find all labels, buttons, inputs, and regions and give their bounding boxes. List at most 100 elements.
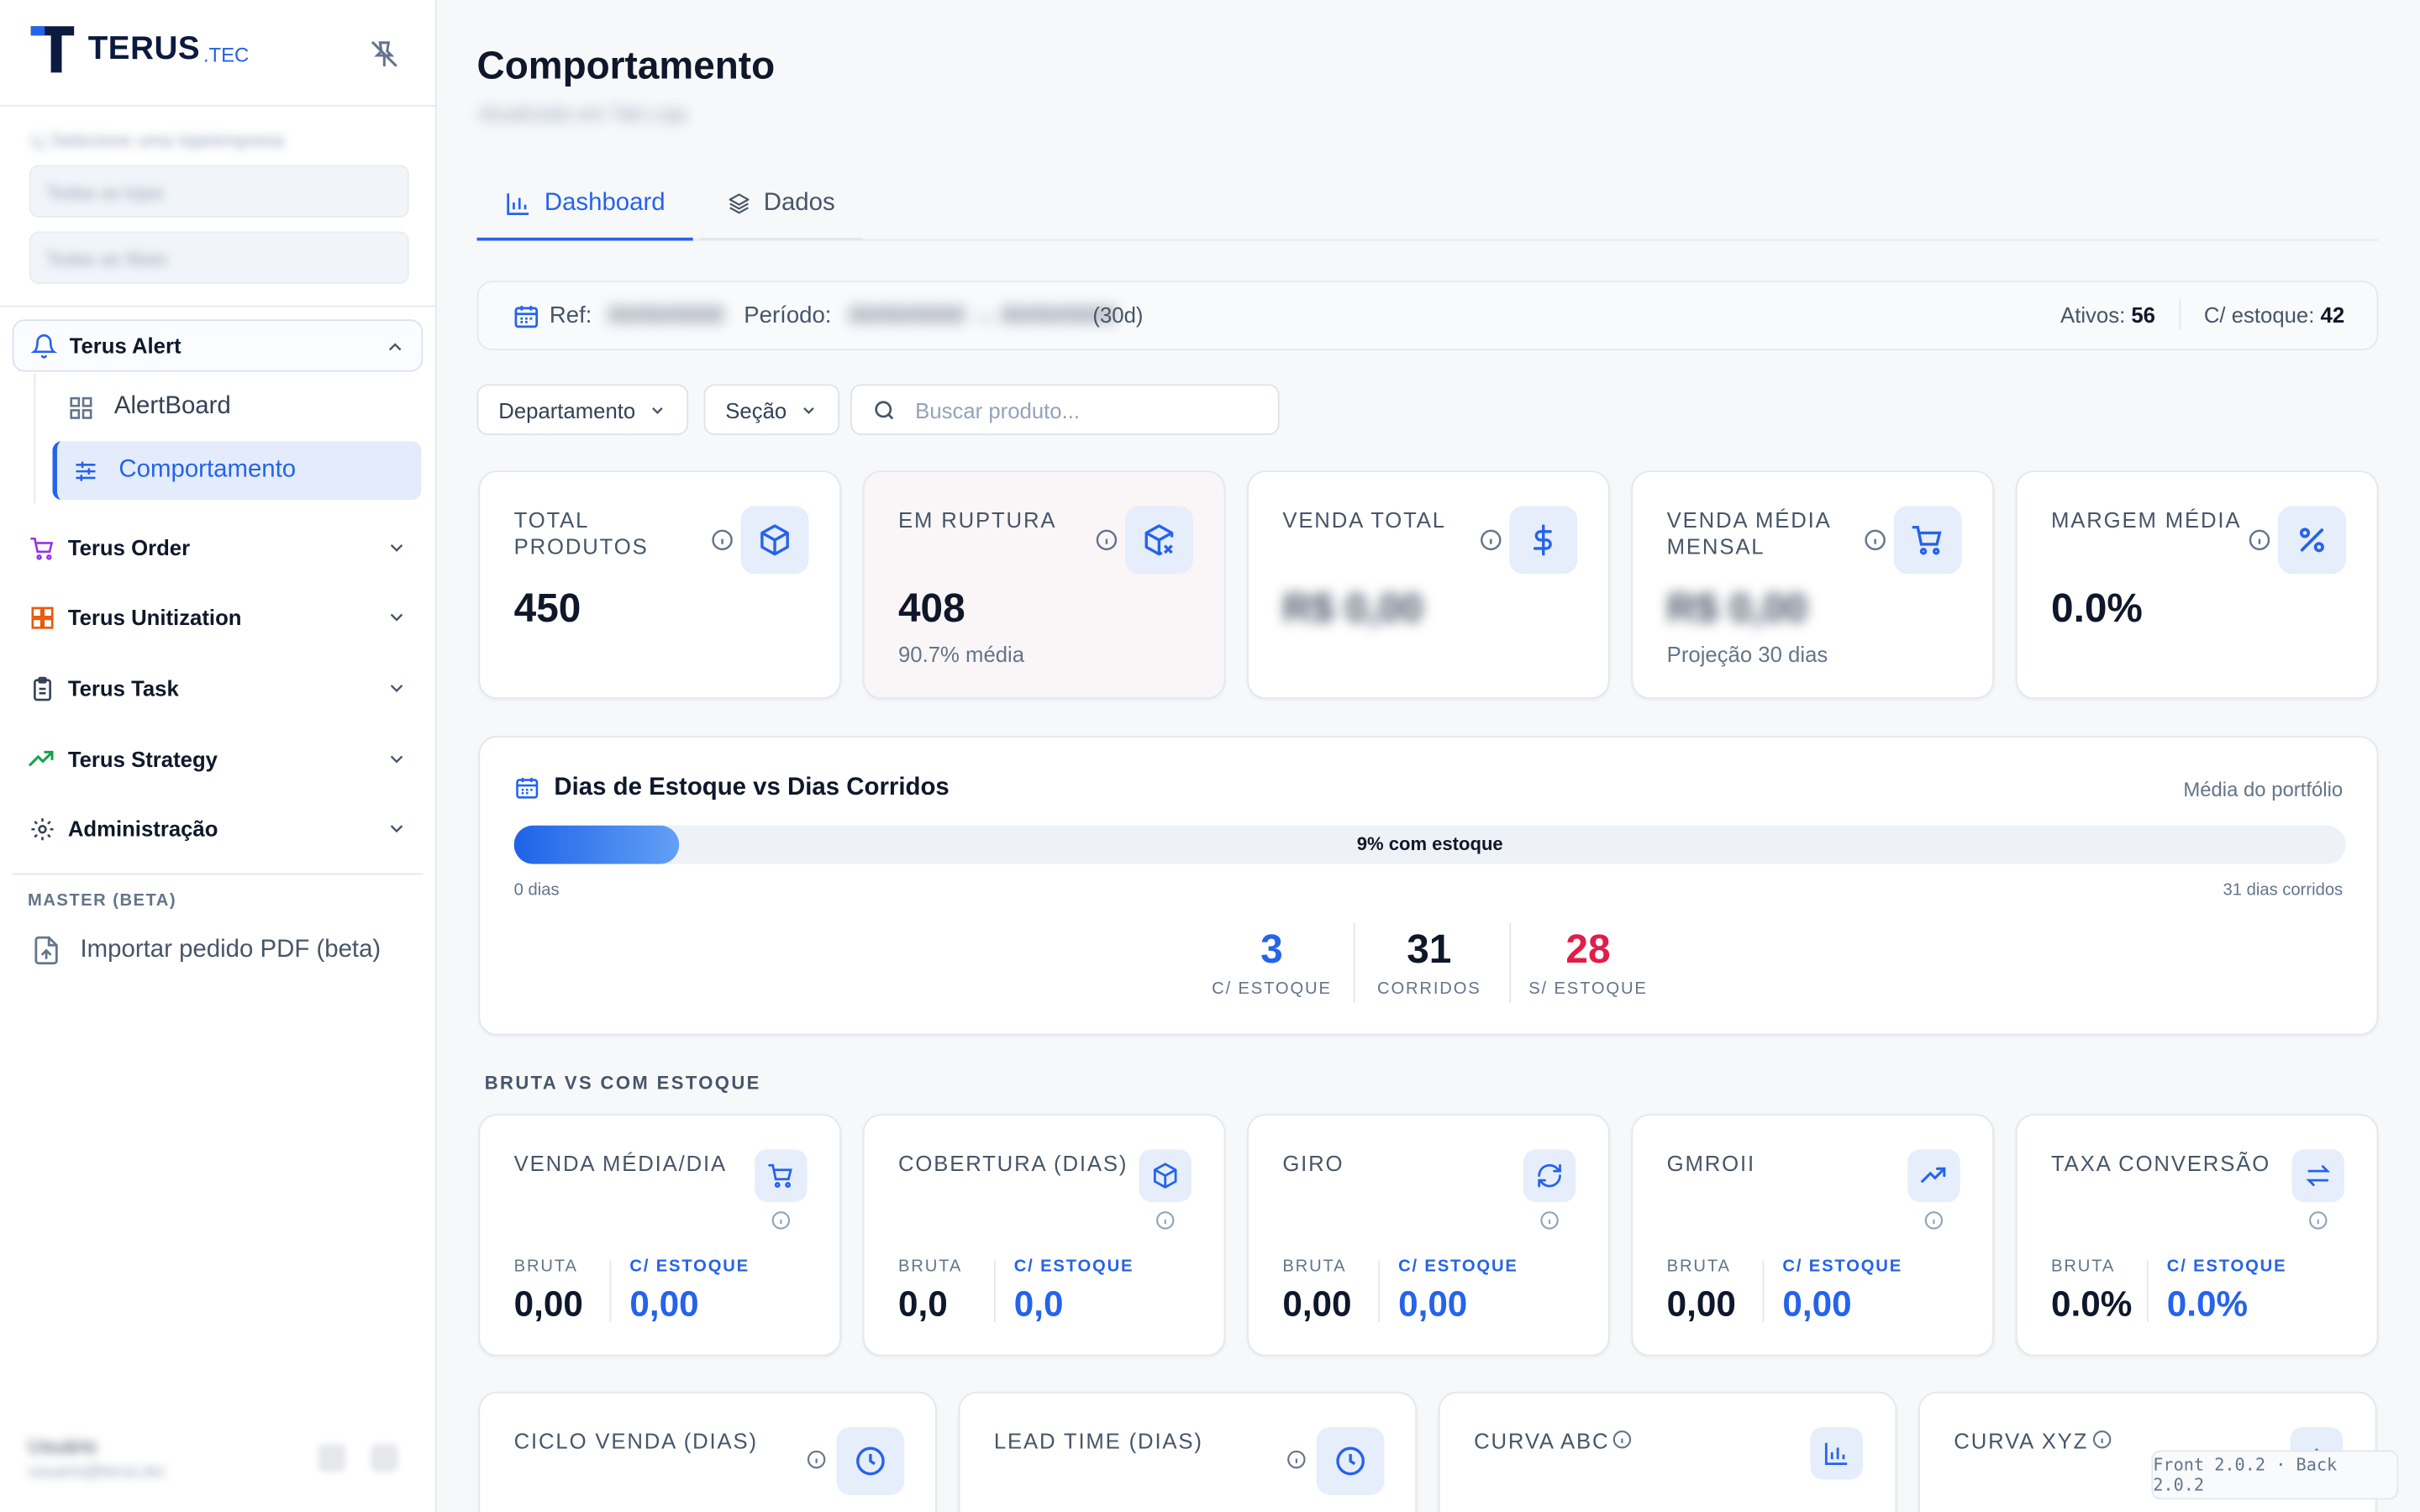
info-icon[interactable] bbox=[1094, 528, 1118, 552]
nav-group-terus-task[interactable]: Terus Task bbox=[13, 662, 424, 714]
section-filter[interactable]: Seção bbox=[703, 384, 839, 435]
metric-label: GIRO bbox=[1282, 1151, 1344, 1176]
info-icon[interactable] bbox=[2307, 1210, 2329, 1231]
metric-label: GMROII bbox=[1666, 1151, 1755, 1176]
info-icon[interactable] bbox=[1923, 1210, 1945, 1231]
stat-value: 3 bbox=[1260, 926, 1283, 973]
page-title: Comportamento bbox=[476, 45, 776, 88]
axis-start-label: 0 dias bbox=[513, 880, 560, 900]
card-label: CURVA ABC bbox=[1474, 1428, 1610, 1454]
info-icon[interactable] bbox=[1155, 1210, 1176, 1231]
kpi-value: 450 bbox=[513, 585, 581, 632]
metric-card: COBERTURA (DIAS) BRUTA C/ ESTOQUE 0,0 0,0 bbox=[862, 1114, 1226, 1357]
nav-group-label: Terus Alert bbox=[69, 333, 182, 359]
metric-label: VENDA MÉDIA/DIA bbox=[513, 1151, 727, 1176]
user-footer[interactable]: Usuário usuario@terus.tec bbox=[0, 1404, 437, 1512]
chevron-down-icon bbox=[390, 685, 403, 693]
stat-label: S/ ESTOQUE bbox=[1528, 979, 1648, 999]
branch-select[interactable]: Todas as filiais bbox=[29, 231, 409, 284]
metric-card: GIRO BRUTA C/ ESTOQUE 0,00 0,00 bbox=[1247, 1114, 1610, 1357]
ref-value: 00/00/0000 bbox=[608, 302, 724, 329]
product-search-input[interactable]: Buscar produto... bbox=[850, 384, 1280, 435]
cart-icon bbox=[1893, 506, 1962, 575]
tab-dashboard[interactable]: Dashboard bbox=[476, 170, 693, 241]
divider bbox=[993, 1260, 996, 1323]
metric-card: GMROII BRUTA C/ ESTOQUE 0,00 0,00 bbox=[1631, 1114, 1995, 1357]
box-icon bbox=[1139, 1149, 1192, 1202]
sliders-icon bbox=[72, 457, 100, 485]
logo[interactable]: TERUS .TEC bbox=[28, 22, 249, 77]
store-selector-label: Lj Selecione uma loja/empresa bbox=[30, 129, 285, 152]
ref-label: Ref: bbox=[549, 302, 592, 329]
info-icon[interactable] bbox=[1539, 1210, 1560, 1231]
kpi-value: 408 bbox=[897, 585, 965, 632]
unpin-icon[interactable] bbox=[367, 37, 401, 71]
layers-icon bbox=[729, 193, 750, 214]
stat-corridos: 31 CORRIDOS bbox=[1352, 926, 1507, 998]
import-pdf-link[interactable]: Importar pedido PDF (beta) bbox=[31, 935, 381, 966]
master-section-label: MASTER (BETA) bbox=[28, 891, 177, 911]
tree-line bbox=[34, 373, 36, 503]
metric-label: COBERTURA (DIAS) bbox=[897, 1151, 1128, 1176]
kpi-card-em-ruptura: EM RUPTURA 408 90.7% média bbox=[862, 470, 1226, 700]
kpi-value: R$ 0,00 bbox=[1282, 585, 1423, 632]
sidebar-item-label: AlertBoard bbox=[113, 393, 231, 420]
sidebar-item-comportamento[interactable]: Comportamento bbox=[52, 441, 422, 501]
nav-group-terus-order[interactable]: Terus Order bbox=[13, 522, 424, 574]
estoque-value: 0,0 bbox=[1013, 1284, 1064, 1324]
period-label: Período: bbox=[744, 302, 832, 329]
department-filter[interactable]: Departamento bbox=[476, 384, 688, 435]
bar-chart-icon bbox=[1810, 1426, 1863, 1480]
tab-dados[interactable]: Dados bbox=[699, 170, 863, 241]
nav-group-label: Terus Task bbox=[67, 675, 179, 701]
theme-toggle-icon[interactable] bbox=[318, 1444, 346, 1473]
info-icon[interactable] bbox=[1479, 528, 1503, 552]
estoque-value: 0,00 bbox=[629, 1284, 699, 1324]
stock-progress-fill bbox=[513, 825, 679, 864]
nav-group-terus-unitization[interactable]: Terus Unitization bbox=[13, 591, 424, 643]
stat-label: C/ ESTOQUE bbox=[1212, 979, 1332, 999]
info-icon[interactable] bbox=[710, 528, 734, 552]
info-icon[interactable] bbox=[2247, 528, 2271, 552]
branch-select-value: Todas as filiais bbox=[46, 248, 167, 270]
divider bbox=[1762, 1260, 1765, 1323]
estoque-label: C/ estoque: bbox=[2203, 302, 2315, 328]
sidebar-divider bbox=[0, 104, 437, 107]
trending-up-icon bbox=[28, 745, 55, 773]
info-icon[interactable] bbox=[1863, 528, 1887, 552]
version-badge: Front 2.0.2 · Back 2.0.2 bbox=[2151, 1450, 2399, 1500]
refresh-icon bbox=[1523, 1149, 1576, 1202]
store-select[interactable]: Todas as lojas bbox=[29, 165, 409, 218]
logout-icon[interactable] bbox=[370, 1444, 398, 1473]
info-icon[interactable] bbox=[771, 1210, 792, 1231]
estoque-value: 0.0% bbox=[2166, 1284, 2249, 1324]
reference-bar: Ref: 00/00/0000 Período: 00/00/0000 → 00… bbox=[476, 281, 2379, 350]
search-icon bbox=[875, 400, 894, 419]
bar-chart-icon bbox=[507, 193, 529, 216]
info-icon[interactable] bbox=[806, 1449, 828, 1471]
sidebar-item-label: Comportamento bbox=[118, 456, 297, 483]
portfolio-average-label: Média do portfólio bbox=[2183, 777, 2344, 801]
department-filter-label: Departamento bbox=[498, 396, 636, 423]
kpi-value: R$ 0,00 bbox=[1666, 585, 1807, 632]
divider bbox=[2179, 299, 2181, 331]
kpi-sub: Projeção 30 dias bbox=[1666, 642, 1828, 667]
nav-group-terus-alert[interactable]: Terus Alert bbox=[12, 319, 424, 372]
estoque-label: C/ ESTOQUE bbox=[1398, 1257, 1518, 1276]
nav-group-terus-strategy[interactable]: Terus Strategy bbox=[13, 732, 424, 785]
bruta-label: BRUTA bbox=[897, 1257, 963, 1276]
sidebar-item-alertboard[interactable]: AlertBoard bbox=[52, 378, 421, 437]
info-icon[interactable] bbox=[1612, 1429, 1634, 1451]
card-label: CURVA XYZ bbox=[1954, 1428, 2089, 1454]
nav-group-administracao[interactable]: Administração bbox=[13, 802, 424, 854]
info-icon[interactable] bbox=[2091, 1429, 2113, 1451]
divider bbox=[1509, 922, 1512, 1003]
stat-com-estoque: 3 C/ ESTOQUE bbox=[1195, 926, 1349, 998]
file-upload-icon bbox=[34, 936, 58, 965]
info-icon[interactable] bbox=[1286, 1449, 1307, 1471]
calendar-icon bbox=[516, 777, 539, 799]
chevron-down-icon bbox=[651, 407, 663, 414]
chevron-down-icon bbox=[390, 613, 403, 622]
search-placeholder: Buscar produto... bbox=[915, 396, 1081, 423]
stock-progress-label: 9% com estoque bbox=[1356, 832, 1503, 855]
